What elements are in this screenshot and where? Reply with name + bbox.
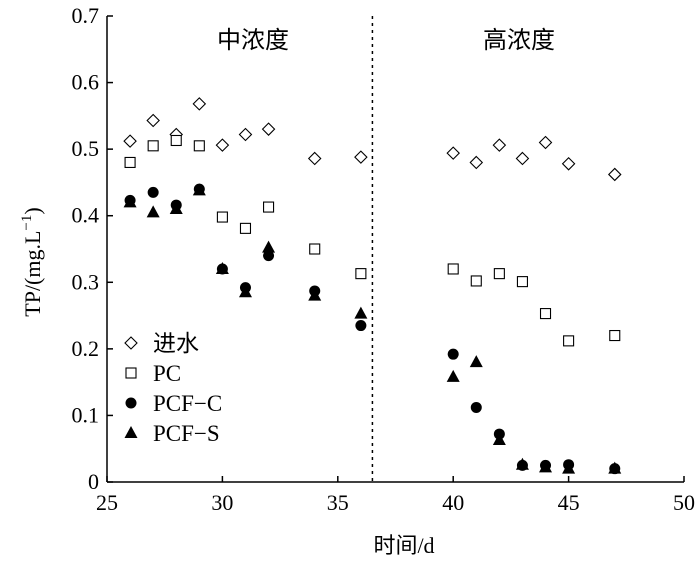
legend-marker-pcf-s — [124, 426, 138, 438]
data-point-influent — [538, 135, 553, 150]
data-point-influent — [261, 122, 276, 136]
y-tick-label: 0.4 — [72, 203, 100, 228]
data-point-pcf-s — [238, 285, 252, 298]
data-point-pc — [563, 335, 575, 347]
y-tick-label: 0 — [88, 469, 99, 494]
legend-marker-pc — [125, 367, 137, 379]
data-point-pc — [193, 140, 205, 152]
data-point-influent — [192, 97, 207, 111]
y-axis-title-superscript: −1 — [19, 215, 35, 231]
data-point-pcf-s — [146, 205, 160, 218]
data-point-pcf-s — [123, 195, 137, 208]
y-axis-title-close: ) — [20, 207, 45, 214]
x-tick-label: 45 — [558, 490, 580, 515]
data-point-pcf-s — [515, 457, 529, 470]
data-point-pc — [539, 308, 552, 320]
y-tick-label: 0.6 — [72, 70, 100, 95]
data-point-influent — [146, 113, 160, 128]
data-point-pcf-s — [215, 261, 229, 274]
data-point-pc — [447, 263, 459, 275]
data-point-pcf-s — [539, 460, 553, 473]
data-point-influent — [307, 151, 322, 166]
data-point-pcf-c — [355, 320, 367, 332]
series-pcf-s — [123, 183, 622, 474]
data-point-pcf-s — [354, 306, 368, 319]
x-tick-label: 30 — [211, 490, 233, 515]
data-point-pcf-s — [562, 461, 576, 474]
y-tick-label: 0.5 — [72, 136, 100, 161]
data-point-pcf-s — [192, 183, 206, 196]
legend-label-influent: 进水 — [153, 331, 199, 356]
legend-marker-influent — [124, 336, 138, 350]
data-point-pc — [516, 276, 528, 288]
legend-marker-pcf-c — [125, 397, 137, 409]
data-point-pc — [309, 243, 321, 255]
data-point-pc — [147, 140, 159, 152]
legend: 进水 PC PCF−C PCF−S — [124, 331, 222, 446]
data-point-pc — [470, 275, 482, 287]
data-point-pcf-s — [262, 240, 276, 253]
data-point-pcf-s — [608, 461, 622, 474]
data-point-pcf-s — [446, 369, 460, 382]
data-point-pcf-c — [470, 401, 482, 413]
data-point-influent — [354, 150, 368, 164]
data-point-pcf-s — [308, 288, 322, 301]
data-point-influent — [607, 167, 622, 182]
data-point-pc — [239, 222, 252, 234]
data-point-influent — [515, 151, 530, 166]
data-point-pc — [263, 201, 275, 213]
data-point-pcf-c — [447, 348, 459, 360]
legend-item-pc: PC — [125, 361, 181, 386]
data-point-pcf-s — [469, 355, 483, 368]
x-tick-label: 25 — [96, 490, 118, 515]
x-tick-label: 40 — [442, 490, 464, 515]
data-point-influent — [446, 146, 460, 160]
legend-label-pc: PC — [153, 361, 181, 386]
data-point-pcf-s — [492, 433, 506, 446]
plot-area: 25 30 35 40 45 50 0 0.1 0.2 0.3 0.4 0.5 0.6 0.7 — [72, 3, 696, 515]
legend-item-influent: 进水 — [124, 331, 199, 356]
legend-label-pcf-s: PCF−S — [153, 421, 220, 446]
data-point-influent — [123, 134, 137, 148]
legend-item-pcf-c: PCF−C — [125, 391, 222, 416]
y-tick-label: 0.3 — [72, 269, 100, 294]
data-point-pcf-c — [263, 250, 275, 262]
x-tick-label: 50 — [673, 490, 695, 515]
y-axis-title: TP/(mg.L−1) — [19, 207, 45, 316]
region-label-medium-concentration: 中浓度 — [217, 26, 289, 54]
x-tick-label: 35 — [327, 490, 349, 515]
data-point-pc — [355, 268, 367, 280]
data-point-pc — [609, 329, 621, 342]
x-axis-title: 时间/d — [373, 533, 434, 558]
legend-label-pcf-c: PCF−C — [153, 391, 222, 416]
y-tick-label: 0.7 — [72, 3, 100, 28]
series-pc — [124, 134, 621, 347]
data-point-pc — [216, 211, 228, 223]
data-markers — [123, 97, 622, 475]
legend-item-pcf-s: PCF−S — [124, 421, 220, 446]
data-point-influent — [561, 157, 576, 171]
data-point-influent — [238, 127, 253, 142]
series-influent — [123, 97, 622, 182]
data-point-pc — [170, 134, 182, 147]
x-ticks: 25 30 35 40 45 50 — [96, 476, 695, 515]
y-axis-title-main: TP/(mg.L — [20, 231, 45, 317]
region-label-high-concentration: 高浓度 — [483, 26, 555, 54]
y-tick-label: 0.1 — [72, 402, 100, 427]
data-point-pcf-c — [147, 186, 159, 198]
data-point-influent — [469, 155, 484, 170]
data-point-pcf-s — [169, 202, 183, 215]
y-ticks: 0 0.1 0.2 0.3 0.4 0.5 0.6 0.7 — [72, 3, 113, 494]
data-point-influent — [215, 138, 230, 152]
data-point-pc — [493, 268, 505, 280]
data-point-pc — [124, 156, 136, 169]
data-point-influent — [492, 138, 507, 152]
y-tick-label: 0.2 — [72, 336, 100, 361]
